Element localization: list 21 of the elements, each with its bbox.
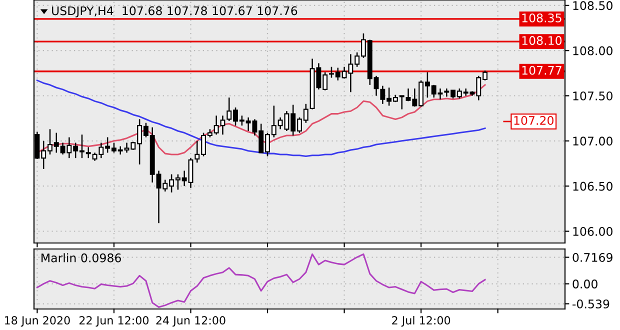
- y-tick-label: 108.50: [573, 1, 612, 10]
- text: USDJPY,H4 107.68 107.78 107.67 107.76: [52, 6, 298, 18]
- ref-line-label: 108.10: [522, 36, 562, 45]
- x-tick-label: 24 Jun 12:00: [156, 316, 226, 327]
- ref-line-label: 108.35: [522, 13, 562, 22]
- x-tick-label: 22 Jun 12:00: [79, 316, 149, 327]
- y-tick-label: 0.7169: [572, 252, 612, 262]
- annotation: 107.20: [514, 116, 554, 125]
- chart-title: Marlin 0.0986: [42, 253, 122, 262]
- y-tick-label: 106.00: [573, 226, 612, 236]
- x-tick-label: 2 Jul 12:00: [392, 316, 450, 327]
- y-tick-label: 0.00: [572, 280, 598, 288]
- y-tick-label: 108.00: [573, 46, 612, 56]
- x-tick-label: 18 Jun 2020: [5, 316, 70, 327]
- y-tick-label: 107.50: [573, 91, 612, 100]
- y-tick-label: -0.539: [572, 300, 610, 308]
- ref-line-label: 107.77: [522, 66, 562, 75]
- candlestick: [399, 95, 404, 110]
- y-tick-label: 106.50: [573, 182, 612, 191]
- y-tick-label: 107.00: [573, 136, 612, 146]
- line-series: [36, 253, 486, 308]
